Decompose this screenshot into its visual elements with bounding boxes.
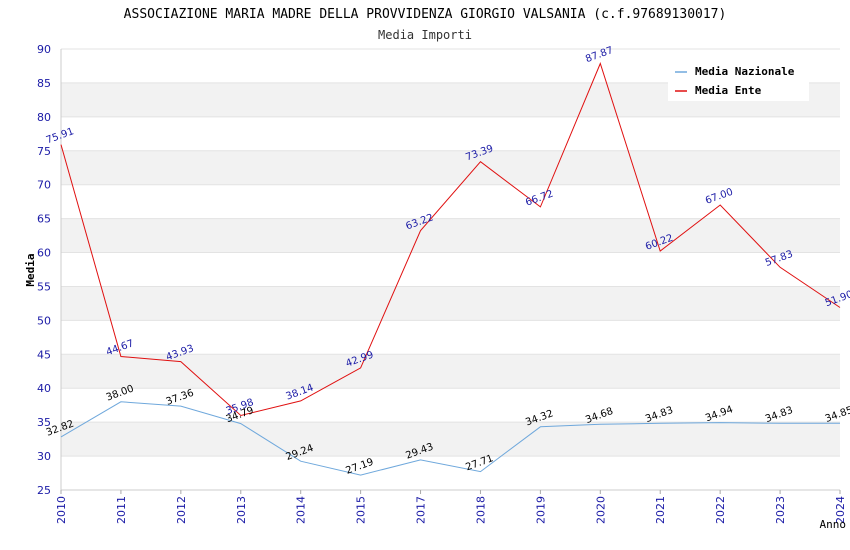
x-tick-label: 2017 bbox=[415, 496, 428, 524]
x-tick-label: 2010 bbox=[55, 496, 68, 524]
x-axis-ticks: 2010 2011 2012 2013 2014 2015 2017 2018 2019 2020… bbox=[55, 490, 847, 524]
chart-subtitle: Media Importi bbox=[378, 28, 472, 42]
x-tick-label: 2024 bbox=[834, 496, 847, 524]
data-label: 34.94 bbox=[704, 404, 735, 424]
x-axis-label: Anno bbox=[820, 518, 847, 531]
data-label: 67.00 bbox=[704, 187, 735, 207]
y-tick-label: 45 bbox=[37, 348, 51, 361]
y-axis-label: Media bbox=[24, 253, 37, 286]
data-label: 75.91 bbox=[45, 126, 76, 146]
y-tick-label: 80 bbox=[37, 111, 51, 124]
y-tick-label: 30 bbox=[37, 450, 51, 463]
y-axis-ticks: 25 30 35 40 45 50 55 60 65 70 75 80 85 90 bbox=[37, 43, 51, 497]
legend-label: Media Nazionale bbox=[695, 65, 795, 78]
x-tick-label: 2014 bbox=[295, 496, 308, 524]
grid-band bbox=[61, 422, 840, 457]
x-tick-label: 2018 bbox=[474, 496, 487, 524]
y-tick-label: 25 bbox=[37, 484, 51, 497]
legend: Media Nazionale Media Ente bbox=[668, 60, 809, 101]
series-line-media-nazionale bbox=[60, 401, 841, 476]
series-line-media-ente bbox=[60, 62, 841, 417]
legend-background bbox=[668, 60, 809, 101]
data-label: 87.87 bbox=[584, 45, 615, 65]
grid-band bbox=[61, 150, 840, 185]
x-tick-label: 2021 bbox=[654, 496, 667, 524]
y-tick-label: 85 bbox=[37, 77, 51, 90]
x-tick-label: 2013 bbox=[235, 496, 248, 524]
y-tick-label: 65 bbox=[37, 213, 51, 226]
y-tick-label: 75 bbox=[37, 145, 51, 158]
grid-band bbox=[61, 218, 840, 253]
y-tick-label: 40 bbox=[37, 382, 51, 395]
x-tick-label: 2020 bbox=[594, 496, 607, 524]
x-tick-label: 2019 bbox=[534, 496, 547, 524]
data-label: 27.19 bbox=[344, 457, 375, 477]
x-tick-label: 2011 bbox=[115, 496, 128, 524]
y-tick-label: 55 bbox=[37, 280, 51, 293]
y-tick-label: 70 bbox=[37, 179, 51, 192]
chart-title: ASSOCIAZIONE MARIA MADRE DELLA PROVVIDEN… bbox=[124, 7, 727, 22]
y-tick-label: 50 bbox=[37, 314, 51, 327]
x-tick-label: 2023 bbox=[774, 496, 787, 524]
y-tick-label: 35 bbox=[37, 416, 51, 429]
grid-band bbox=[61, 286, 840, 321]
data-label: 37.36 bbox=[165, 388, 196, 408]
x-tick-label: 2022 bbox=[714, 496, 727, 524]
legend-label: Media Ente bbox=[695, 84, 762, 97]
y-tick-label: 60 bbox=[37, 247, 51, 260]
axes bbox=[60, 49, 840, 491]
x-tick-label: 2015 bbox=[355, 496, 368, 524]
y-tick-label: 90 bbox=[37, 43, 51, 56]
series-lines bbox=[60, 62, 841, 476]
x-tick-label: 2012 bbox=[175, 496, 188, 524]
